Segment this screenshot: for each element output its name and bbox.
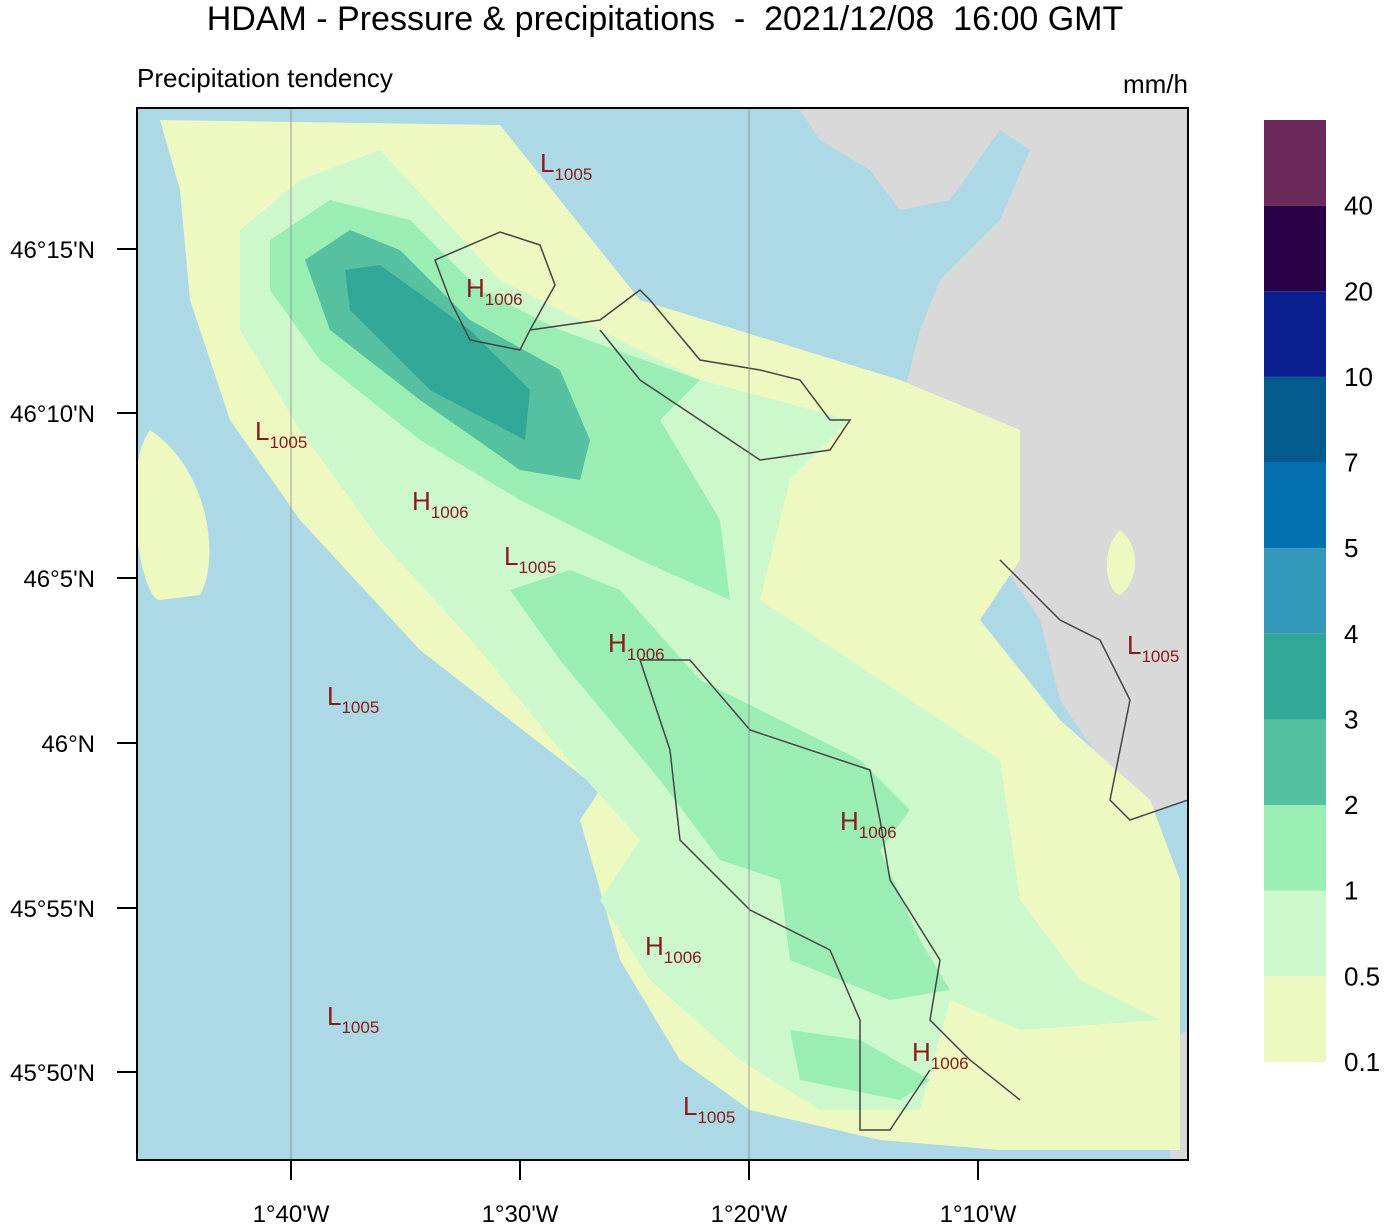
pressure-letter: L (327, 681, 341, 711)
pressure-value: 1005 (518, 558, 556, 577)
pressure-label: H1006 (912, 1037, 969, 1073)
pressure-value: 1005 (554, 165, 592, 184)
subtitle: Precipitation tendency (137, 63, 393, 93)
lon-label: 1°20'W (711, 1201, 788, 1225)
lat-label: 46°15'N (10, 237, 95, 264)
colorbar-label: 1 (1344, 876, 1358, 906)
pressure-value: 1006 (664, 948, 702, 967)
colorbar-box (1264, 462, 1326, 549)
lat-label: 45°50'N (10, 1060, 95, 1087)
pressure-label: H1006 (645, 931, 702, 967)
pressure-value: 1005 (269, 433, 307, 452)
colorbar-label: 3 (1344, 704, 1358, 734)
colorbar-label: 4 (1344, 619, 1358, 649)
pressure-letter: H (912, 1037, 931, 1067)
pressure-label: H1006 (608, 628, 665, 664)
colorbar-box (1264, 120, 1326, 206)
pressure-label: H1006 (840, 806, 897, 842)
unit: mm/h (1123, 69, 1188, 99)
pressure-value: 1006 (931, 1054, 969, 1073)
pressure-value: 1006 (485, 290, 523, 309)
map-frame (136, 107, 1189, 1161)
pressure-letter: L (255, 416, 269, 446)
colorbar-box (1264, 890, 1326, 977)
pressure-label: L1005 (540, 148, 592, 184)
pressure-letter: H (840, 806, 859, 836)
pressure-letter: L (683, 1091, 697, 1121)
colorbar-box (1264, 633, 1326, 720)
pressure-label: L1005 (1127, 630, 1179, 666)
lon-label: 1°30'W (482, 1201, 559, 1225)
pressure-letter: L (540, 148, 554, 178)
pressure-letter: H (412, 486, 431, 516)
pressure-label: L1005 (504, 541, 556, 577)
colorbar-label: 2 (1344, 790, 1358, 820)
pressure-value: 1006 (627, 645, 665, 664)
pressure-label: L1005 (683, 1091, 735, 1127)
colorbar-label: 0.1 (1344, 1047, 1380, 1077)
colorbar-box (1264, 719, 1326, 806)
pressure-value: 1005 (1141, 647, 1179, 666)
precip-3 (345, 265, 530, 440)
pressure-label: L1005 (327, 1001, 379, 1037)
pressure-value: 1005 (697, 1108, 735, 1127)
colorbar-label: 10 (1344, 362, 1373, 392)
land (770, 108, 1188, 1160)
pressure-label: L1005 (255, 416, 307, 452)
lat-label: 46°10'N (10, 401, 95, 428)
pressure-label: H1006 (466, 273, 523, 309)
pressure-letter: L (1127, 630, 1141, 660)
lon-label: 1°10'W (940, 1201, 1017, 1225)
pressure-label: H1006 (412, 486, 469, 522)
colorbar-label: 0.5 (1344, 961, 1380, 991)
pressure-letter: L (327, 1001, 341, 1031)
pressure-value: 1005 (341, 1018, 379, 1037)
pressure-value: 1006 (859, 823, 897, 842)
pressure-letter: H (645, 931, 664, 961)
title: HDAM - Pressure & precipitations - 2021/… (207, 0, 1124, 38)
colorbar-label: 7 (1344, 448, 1358, 478)
lat-label: 45°55'N (10, 896, 95, 923)
colorbar-box (1264, 205, 1326, 292)
lon-label: 1°40'W (253, 1201, 330, 1225)
map (137, 108, 1188, 1160)
pressure-value: 1006 (431, 503, 469, 522)
colorbar-box (1264, 291, 1326, 377)
colorbar-box (1264, 376, 1326, 463)
colorbar-box (1264, 976, 1326, 1062)
lat-label: 46°5'N (23, 566, 95, 593)
pressure-value: 1005 (341, 698, 379, 717)
pressure-letter: L (504, 541, 518, 571)
colorbar-label: 40 (1344, 191, 1373, 221)
lat-label: 46°N (41, 731, 95, 758)
colorbar-box (1264, 805, 1326, 891)
pressure-label: L1005 (327, 681, 379, 717)
precip-1 (270, 200, 950, 1100)
coastline (434, 231, 1188, 1131)
pressure-letter: H (608, 628, 627, 658)
overlay: 46°15'N 46°10'N 46°5'N 46°N 45°55'N 45°50'N 1°… (10, 120, 1380, 1225)
colorbar-label: 5 (1344, 533, 1358, 563)
colorbar-box (1264, 548, 1326, 634)
colorbar-label: 20 (1344, 276, 1373, 306)
pressure-letter: H (466, 273, 485, 303)
